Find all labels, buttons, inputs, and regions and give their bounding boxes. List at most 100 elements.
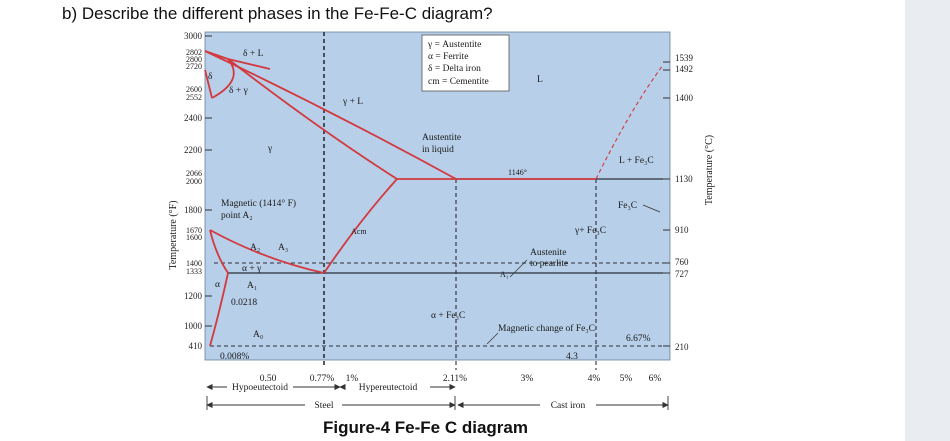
label-austenite-liquid-1: Austentite bbox=[422, 133, 461, 143]
label-0008: 0.008% bbox=[220, 352, 249, 362]
label-gamma: γ bbox=[267, 144, 272, 154]
tick-410: 410 bbox=[189, 341, 203, 351]
label-gamma-fe3c: γ+ Fe₃C bbox=[574, 226, 606, 236]
label-hypoeutectoid: Hypoeutectoid bbox=[232, 383, 288, 393]
label-alpha-gamma: α + γ bbox=[242, 264, 261, 274]
tick-1130: 1130 bbox=[675, 174, 693, 184]
label-a1-right: A₁ bbox=[500, 270, 509, 279]
label-delta: δ bbox=[208, 72, 213, 82]
plot-background bbox=[204, 31, 671, 361]
legend-text: γ = Austentite α = Ferrite δ = Delta iro… bbox=[427, 40, 489, 87]
tick-1000: 1000 bbox=[184, 321, 203, 331]
tick-1800: 1800 bbox=[184, 205, 203, 215]
tick-1400: 1400 bbox=[186, 259, 202, 268]
tick-2400: 2400 bbox=[184, 113, 203, 123]
x-label-5: 5% bbox=[620, 374, 633, 384]
x-label-211: 2.11% bbox=[443, 374, 467, 384]
label-austenite-liquid-2: in liquid bbox=[422, 145, 454, 155]
figure-caption: Figure-4 Fe-Fe C diagram bbox=[323, 418, 528, 437]
tick-2720: 2720 bbox=[186, 62, 202, 71]
label-magnetic-1: Magnetic (1414° F) bbox=[221, 198, 296, 209]
a3-line bbox=[209, 229, 325, 274]
label-fe3c: Fe₃C bbox=[618, 201, 637, 211]
side-panel bbox=[905, 0, 950, 441]
range-arrows bbox=[206, 383, 669, 410]
x-label-3: 3% bbox=[521, 374, 534, 384]
tick-2552: 2552 bbox=[186, 93, 202, 102]
region-labels: δ + L δ δ + γ γ + L L γ Austentite in li… bbox=[208, 49, 654, 362]
label-gamma-l: γ + L bbox=[342, 97, 363, 107]
label-austenite-pearlite-1: Austenite bbox=[530, 248, 566, 258]
label-mag-change: Magnetic change of Fe₃C bbox=[498, 323, 595, 334]
solidus bbox=[227, 58, 398, 180]
legend-gamma: γ = Austentite bbox=[427, 40, 481, 50]
label-l: L bbox=[537, 75, 543, 85]
tick-3000: 3000 bbox=[184, 31, 203, 41]
label-hypereutectoid: Hypereutectoid bbox=[359, 383, 418, 393]
tick-210: 210 bbox=[675, 342, 689, 352]
label-0218: 0.0218 bbox=[231, 298, 257, 308]
question-text: b) Describe the different phases in the … bbox=[62, 4, 493, 23]
peritectic-line bbox=[227, 58, 271, 70]
tick-1670: 1670 bbox=[186, 226, 202, 235]
label-a2: A₂ bbox=[250, 243, 260, 253]
tick-1600: 1600 bbox=[186, 233, 202, 242]
pointer-lines bbox=[486, 204, 661, 345]
tick-1539: 1539 bbox=[675, 53, 694, 63]
legend-delta: δ = Delta iron bbox=[428, 64, 481, 74]
label-eutectic-temp: 1146° bbox=[508, 168, 527, 177]
right-tick-labels: 1539 1492 1400 1130 910 760 727 210 bbox=[675, 53, 694, 352]
fe-c-phase-diagram: 3000 2802 2800 2720 2600 2552 2400 2200 … bbox=[168, 31, 715, 411]
tick-727: 727 bbox=[675, 269, 689, 279]
bottom-scale: 0.50 0.77% 1% 2.11% 3% 4% 5% 6% bbox=[260, 374, 662, 384]
label-43: 4.3 bbox=[566, 352, 578, 362]
acm-line bbox=[323, 178, 398, 274]
tick-1200: 1200 bbox=[184, 291, 203, 301]
legend-cm: cm = Cementite bbox=[428, 77, 489, 87]
label-a1-left: A₁ bbox=[247, 281, 257, 291]
x-label-4: 4% bbox=[588, 374, 601, 384]
label-magnetic-2: point A₂ bbox=[221, 211, 253, 221]
label-acm: Acm bbox=[351, 227, 367, 236]
label-delta-l: δ + L bbox=[243, 49, 264, 59]
label-a3: A₃ bbox=[278, 243, 288, 253]
phase-boundaries bbox=[204, 50, 596, 347]
x-label-6: 6% bbox=[649, 374, 662, 384]
label-alpha: α bbox=[215, 280, 220, 290]
label-delta-gamma: δ + γ bbox=[229, 86, 248, 96]
alpha-solvus bbox=[209, 272, 229, 347]
range-labels: Hypoeutectoid Hypereutectoid Steel Cast … bbox=[232, 383, 585, 411]
x-label-050: 0.50 bbox=[260, 374, 277, 384]
label-l-fe3c: L + Fe₃C bbox=[619, 156, 654, 166]
dashed-lines bbox=[210, 32, 664, 370]
right-axis bbox=[663, 61, 670, 347]
label-a0: A₀ bbox=[253, 330, 263, 340]
tick-2600: 2600 bbox=[186, 85, 202, 94]
delta-solvus bbox=[204, 69, 213, 99]
label-cast-iron: Cast iron bbox=[551, 401, 586, 411]
tick-2802: 2802 bbox=[186, 48, 202, 57]
tick-760: 760 bbox=[675, 257, 689, 267]
label-alpha-fe3c: α + Fe₃C bbox=[431, 311, 465, 321]
tick-1400c: 1400 bbox=[675, 93, 694, 103]
x-label-077: 0.77% bbox=[310, 374, 335, 384]
liquidus-dashed bbox=[595, 64, 664, 180]
tick-2200: 2200 bbox=[184, 145, 203, 155]
tick-2066: 2066 bbox=[186, 169, 202, 178]
label-austenite-pearlite-2: to pearlite bbox=[530, 259, 568, 269]
tick-910: 910 bbox=[675, 225, 689, 235]
label-steel: Steel bbox=[315, 401, 334, 411]
x-label-1: 1% bbox=[346, 374, 359, 384]
tick-1492: 1492 bbox=[675, 64, 693, 74]
legend-alpha: α = Ferrite bbox=[428, 52, 468, 62]
delta-boundary bbox=[211, 58, 235, 99]
alpha-gamma-boundary bbox=[209, 229, 229, 274]
label-667: 6.67% bbox=[626, 334, 651, 344]
tick-2800: 2800 bbox=[186, 55, 202, 64]
right-axis-label: Temperature (°C) bbox=[704, 135, 715, 205]
tick-1333: 1333 bbox=[186, 267, 202, 276]
legend-box bbox=[421, 34, 510, 92]
left-tick-labels: 3000 2802 2800 2720 2600 2552 2400 2200 … bbox=[184, 31, 203, 351]
tick-2000: 2000 bbox=[186, 177, 202, 186]
left-axis-label: Temperature (°F) bbox=[168, 200, 179, 269]
